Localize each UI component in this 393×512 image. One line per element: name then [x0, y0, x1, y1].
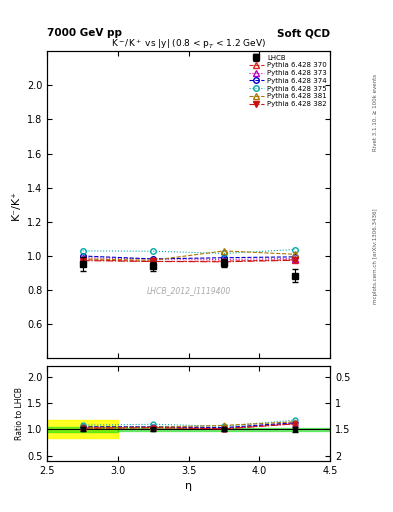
Text: mcplots.cern.ch [arXiv:1306.3436]: mcplots.cern.ch [arXiv:1306.3436]: [373, 208, 378, 304]
Text: LHCB_2012_I1119400: LHCB_2012_I1119400: [147, 286, 231, 295]
Title: K$^-$/K$^+$ vs |y| (0.8 < p$_T$ < 1.2 GeV): K$^-$/K$^+$ vs |y| (0.8 < p$_T$ < 1.2 Ge…: [111, 37, 266, 51]
Y-axis label: K⁻/K⁺: K⁻/K⁺: [11, 190, 21, 220]
Y-axis label: Ratio to LHCB: Ratio to LHCB: [15, 387, 24, 440]
Bar: [47, 426, 118, 432]
Bar: [47, 420, 118, 438]
Bar: [118, 428, 330, 431]
X-axis label: η: η: [185, 481, 192, 491]
Legend: LHCB, Pythia 6.428 370, Pythia 6.428 373, Pythia 6.428 374, Pythia 6.428 375, Py: LHCB, Pythia 6.428 370, Pythia 6.428 373…: [248, 53, 328, 109]
Text: Rivet 3.1.10, ≥ 100k events: Rivet 3.1.10, ≥ 100k events: [373, 74, 378, 151]
Text: 7000 GeV pp: 7000 GeV pp: [47, 28, 122, 38]
Text: Soft QCD: Soft QCD: [277, 28, 330, 38]
